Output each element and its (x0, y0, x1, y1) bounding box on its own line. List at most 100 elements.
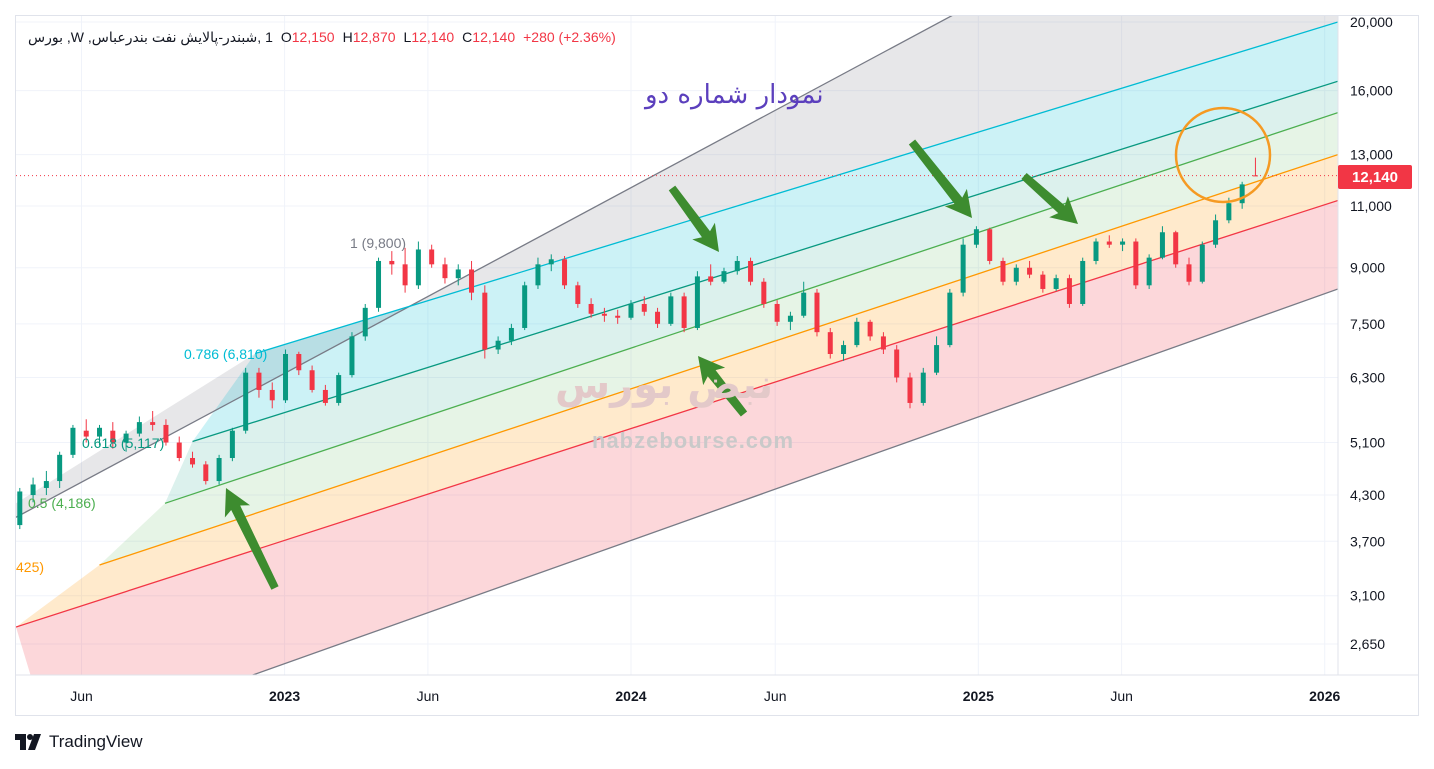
candle (269, 382, 275, 409)
y-tick-label: 7,500 (1350, 316, 1385, 332)
candle (429, 244, 435, 268)
candle-body (389, 260, 395, 265)
channel-line-0.618 (192, 80, 1338, 443)
candle (1146, 254, 1152, 289)
candle-body (681, 296, 687, 328)
fib-label: 1 (9,800) (350, 235, 406, 251)
candle (296, 351, 302, 376)
candle (123, 430, 129, 452)
candle-body (1133, 241, 1139, 286)
candle-body (601, 313, 607, 316)
band-fill (16, 200, 1338, 675)
candle-body (57, 454, 63, 482)
candle-body (1173, 232, 1179, 265)
y-tick-label: 13,000 (1350, 147, 1393, 163)
candle (588, 298, 594, 318)
candle-body (190, 457, 196, 465)
candle (1053, 274, 1059, 291)
fib-label: 0.786 (6,810) (184, 346, 267, 362)
candle-body (694, 276, 700, 328)
candle-body (309, 370, 315, 390)
candle-body (814, 292, 820, 333)
candle (522, 281, 528, 331)
candle (880, 332, 886, 354)
candle (827, 327, 833, 359)
channel-line-0.382 (99, 153, 1338, 566)
candle (601, 307, 607, 322)
arrow-shape (668, 185, 719, 253)
annotation-arrow (697, 356, 748, 417)
candle-body (920, 372, 926, 403)
x-tick-label: 2023 (269, 688, 300, 704)
candle (1159, 226, 1165, 260)
x-tick-label: Jun (1110, 688, 1133, 704)
candle (455, 264, 461, 286)
candle-body (894, 349, 900, 378)
candle (854, 317, 860, 348)
candle (615, 309, 621, 324)
plot-area: 1 (9,800) 0.786 (6,810) 0.618 (5,117) 0.5 (… (16, 16, 1338, 675)
candle (43, 470, 49, 496)
candle-body (588, 303, 594, 314)
x-tick-label: 2025 (963, 688, 994, 704)
annotation-arrow (1021, 173, 1078, 225)
candle (1120, 238, 1126, 252)
candle-body (548, 259, 554, 265)
candle-body (734, 260, 740, 272)
candle-body (43, 481, 49, 488)
y-tick-label: 3,100 (1350, 588, 1385, 604)
candle-body (508, 327, 514, 341)
candle-body (960, 244, 966, 293)
symbol-label: 1 ,شبندر-پالایش نفت بندرعباس, W, بورس (28, 29, 273, 45)
candle-body (216, 457, 222, 482)
fib-label: 425) (16, 559, 44, 575)
candle (110, 422, 116, 449)
candle (973, 226, 979, 248)
candle (1080, 257, 1086, 306)
candle-body (229, 430, 235, 458)
candle-body (761, 281, 767, 304)
candle (1239, 181, 1245, 209)
low-value: 12,140 (411, 29, 455, 45)
x-tick-label: 2026 (1309, 688, 1340, 704)
candle (309, 365, 315, 393)
annotation-title: نمودار شماره دو (645, 80, 824, 110)
candle-body (1053, 278, 1059, 289)
candle (1040, 271, 1046, 293)
candle-body (203, 464, 209, 482)
candle (1173, 230, 1179, 268)
candle-body (322, 389, 328, 403)
candle (575, 281, 581, 308)
candle-body (1000, 260, 1006, 282)
candle (495, 336, 501, 354)
candle-body (17, 491, 23, 526)
candle (362, 303, 368, 341)
candle (748, 257, 754, 286)
tradingview-logo[interactable]: TradingView (15, 732, 143, 752)
candle-body (1252, 175, 1258, 177)
candle-body (176, 442, 182, 458)
candle (1213, 214, 1219, 248)
candle-body (415, 249, 421, 286)
candle (203, 461, 209, 485)
candle-body (535, 264, 541, 286)
candle (694, 271, 700, 331)
candle-body (575, 285, 581, 304)
candle (17, 487, 23, 530)
candle (1093, 238, 1099, 265)
candle-body (256, 372, 262, 390)
y-tick-label: 5,100 (1350, 435, 1385, 451)
candle-body (880, 336, 886, 350)
candle (30, 477, 36, 503)
candle-body (482, 292, 488, 350)
candle (402, 247, 408, 293)
close-label: C (462, 29, 473, 45)
candle-body (522, 285, 528, 328)
candle (322, 384, 328, 406)
candle (907, 372, 913, 409)
candle (70, 424, 76, 458)
candle-body (362, 307, 368, 337)
candle-body (442, 264, 448, 279)
y-tick-label: 4,300 (1350, 487, 1385, 503)
